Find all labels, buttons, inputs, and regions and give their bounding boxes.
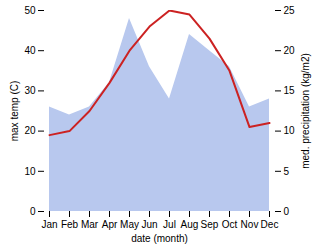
svg-text:20: 20 <box>24 125 36 136</box>
svg-text:May: May <box>120 219 139 230</box>
svg-text:max temp (C): max temp (C) <box>9 81 20 142</box>
svg-text:10: 10 <box>284 125 296 136</box>
svg-text:Aug: Aug <box>181 219 199 230</box>
svg-text:Apr: Apr <box>102 219 118 230</box>
svg-text:Jan: Jan <box>41 219 57 230</box>
svg-text:0: 0 <box>30 206 36 217</box>
svg-text:25: 25 <box>284 5 296 16</box>
svg-text:Feb: Feb <box>61 219 79 230</box>
svg-text:Jul: Jul <box>163 219 176 230</box>
svg-text:0: 0 <box>284 206 290 217</box>
svg-text:Dec: Dec <box>261 219 279 230</box>
svg-text:50: 50 <box>24 5 36 16</box>
svg-text:Sep: Sep <box>201 219 219 230</box>
svg-text:Mar: Mar <box>81 219 99 230</box>
svg-text:20: 20 <box>284 45 296 56</box>
svg-text:Nov: Nov <box>241 219 259 230</box>
svg-text:date (month): date (month) <box>131 233 188 244</box>
svg-text:med. precipitation (kg/m2): med. precipitation (kg/m2) <box>300 53 311 169</box>
svg-text:15: 15 <box>284 85 296 96</box>
svg-text:40: 40 <box>24 45 36 56</box>
svg-text:5: 5 <box>284 166 290 177</box>
svg-text:Jun: Jun <box>141 219 157 230</box>
svg-text:30: 30 <box>24 85 36 96</box>
svg-text:Oct: Oct <box>222 219 238 230</box>
svg-text:10: 10 <box>24 166 36 177</box>
